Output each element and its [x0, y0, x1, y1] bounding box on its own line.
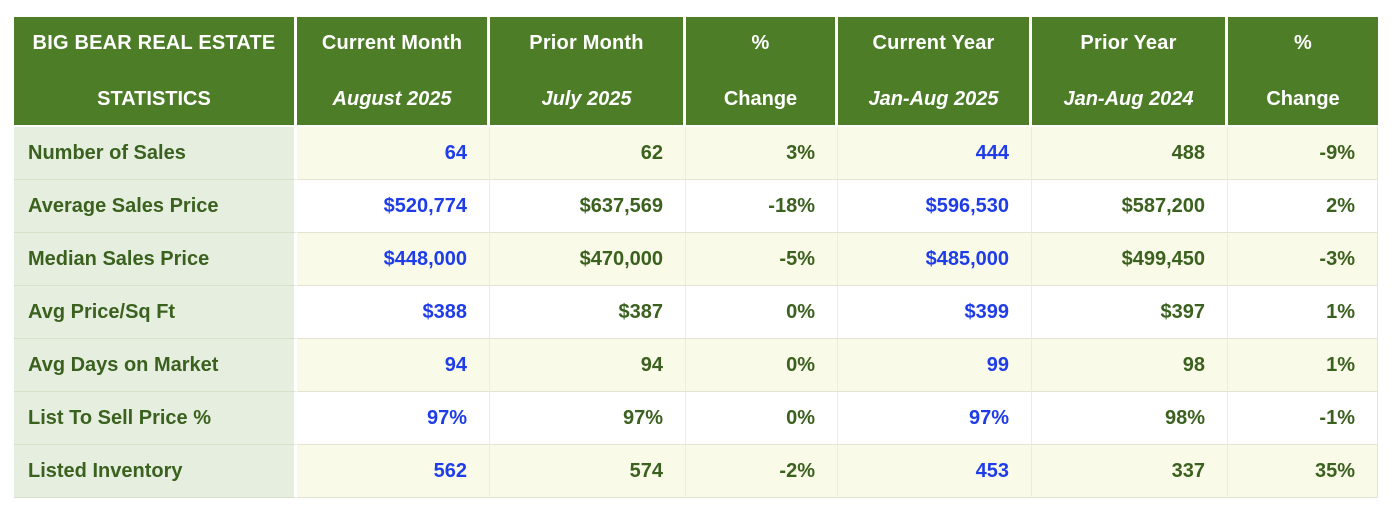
col-header-current-month: Current Month August 2025	[297, 17, 490, 127]
cell-current-month: 562	[297, 445, 490, 498]
cell-pct-change-year: -1%	[1228, 392, 1378, 445]
cell-current-month: 97%	[297, 392, 490, 445]
cell-prior-month: $387	[490, 286, 686, 339]
cell-current-month: 64	[297, 127, 490, 180]
cell-current-month: $388	[297, 286, 490, 339]
cell-pct-change-year: 1%	[1228, 339, 1378, 392]
cell-prior-year: 337	[1032, 445, 1228, 498]
cell-pct-change-year: 1%	[1228, 286, 1378, 339]
cell-pct-change-month: 3%	[686, 127, 838, 180]
cell-prior-month: 574	[490, 445, 686, 498]
cell-prior-month: 97%	[490, 392, 686, 445]
col-header-sublabel: August 2025	[332, 87, 452, 110]
cell-pct-change-month: -5%	[686, 233, 838, 286]
cell-current-year: $485,000	[838, 233, 1032, 286]
cell-current-year: 99	[838, 339, 1032, 392]
cell-prior-month: 94	[490, 339, 686, 392]
table-title-line1: BIG BEAR REAL ESTATE	[32, 31, 276, 54]
cell-pct-change-month: -18%	[686, 180, 838, 233]
row-label: Median Sales Price	[14, 233, 297, 286]
row-label: Avg Price/Sq Ft	[14, 286, 297, 339]
table-row-median-sales-price: Median Sales Price $448,000 $470,000 -5%…	[14, 233, 1378, 286]
cell-current-year: 97%	[838, 392, 1032, 445]
header-row: BIG BEAR REAL ESTATE STATISTICS Current …	[14, 17, 1378, 127]
cell-prior-year: 98%	[1032, 392, 1228, 445]
col-header-sublabel: Jan-Aug 2025	[868, 87, 999, 110]
cell-pct-change-year: 2%	[1228, 180, 1378, 233]
col-header-label: %	[751, 31, 770, 54]
cell-prior-year: 488	[1032, 127, 1228, 180]
table-title-cell: BIG BEAR REAL ESTATE STATISTICS	[14, 17, 297, 127]
cell-prior-month: $637,569	[490, 180, 686, 233]
col-header-pct-change-year: % Change	[1228, 17, 1378, 127]
col-header-label: Current Month	[321, 31, 463, 54]
cell-current-year: $596,530	[838, 180, 1032, 233]
col-header-label: Current Year	[872, 31, 995, 54]
cell-current-month: 94	[297, 339, 490, 392]
row-label: Number of Sales	[14, 127, 297, 180]
cell-prior-month: 62	[490, 127, 686, 180]
col-header-sublabel: Change	[1266, 87, 1340, 110]
cell-pct-change-month: 0%	[686, 339, 838, 392]
cell-pct-change-year: 35%	[1228, 445, 1378, 498]
cell-pct-change-year: -9%	[1228, 127, 1378, 180]
col-header-prior-year: Prior Year Jan-Aug 2024	[1032, 17, 1228, 127]
col-header-label: Prior Year	[1080, 31, 1177, 54]
col-header-sublabel: Change	[723, 87, 798, 110]
cell-current-year: $399	[838, 286, 1032, 339]
table-row-avg-price-sq-ft: Avg Price/Sq Ft $388 $387 0% $399 $397 1…	[14, 286, 1378, 339]
table-row-list-to-sell-price: List To Sell Price % 97% 97% 0% 97% 98% …	[14, 392, 1378, 445]
col-header-label: Prior Month	[529, 31, 644, 54]
cell-current-year: 453	[838, 445, 1032, 498]
cell-prior-month: $470,000	[490, 233, 686, 286]
cell-current-month: $448,000	[297, 233, 490, 286]
col-header-pct-change-month: % Change	[686, 17, 838, 127]
row-label: Listed Inventory	[14, 445, 297, 498]
table-row-number-of-sales: Number of Sales 64 62 3% 444 488 -9%	[14, 127, 1378, 180]
row-label: Average Sales Price	[14, 180, 297, 233]
cell-pct-change-month: 0%	[686, 392, 838, 445]
col-header-prior-month: Prior Month July 2025	[490, 17, 686, 127]
cell-prior-year: $397	[1032, 286, 1228, 339]
cell-pct-change-year: -3%	[1228, 233, 1378, 286]
table-row-average-sales-price: Average Sales Price $520,774 $637,569 -1…	[14, 180, 1378, 233]
col-header-sublabel: Jan-Aug 2024	[1063, 87, 1194, 110]
cell-prior-year: $587,200	[1032, 180, 1228, 233]
cell-pct-change-month: 0%	[686, 286, 838, 339]
cell-current-year: 444	[838, 127, 1032, 180]
row-label: Avg Days on Market	[14, 339, 297, 392]
cell-prior-year: $499,450	[1032, 233, 1228, 286]
real-estate-statistics-table: BIG BEAR REAL ESTATE STATISTICS Current …	[14, 17, 1378, 498]
row-label: List To Sell Price %	[14, 392, 297, 445]
cell-prior-year: 98	[1032, 339, 1228, 392]
col-header-label: %	[1294, 31, 1312, 54]
cell-pct-change-month: -2%	[686, 445, 838, 498]
table-title-line2: STATISTICS	[97, 87, 211, 110]
cell-current-month: $520,774	[297, 180, 490, 233]
table-row-avg-days-on-market: Avg Days on Market 94 94 0% 99 98 1%	[14, 339, 1378, 392]
col-header-sublabel: July 2025	[541, 87, 632, 110]
col-header-current-year: Current Year Jan-Aug 2025	[838, 17, 1032, 127]
table-row-listed-inventory: Listed Inventory 562 574 -2% 453 337 35%	[14, 445, 1378, 498]
